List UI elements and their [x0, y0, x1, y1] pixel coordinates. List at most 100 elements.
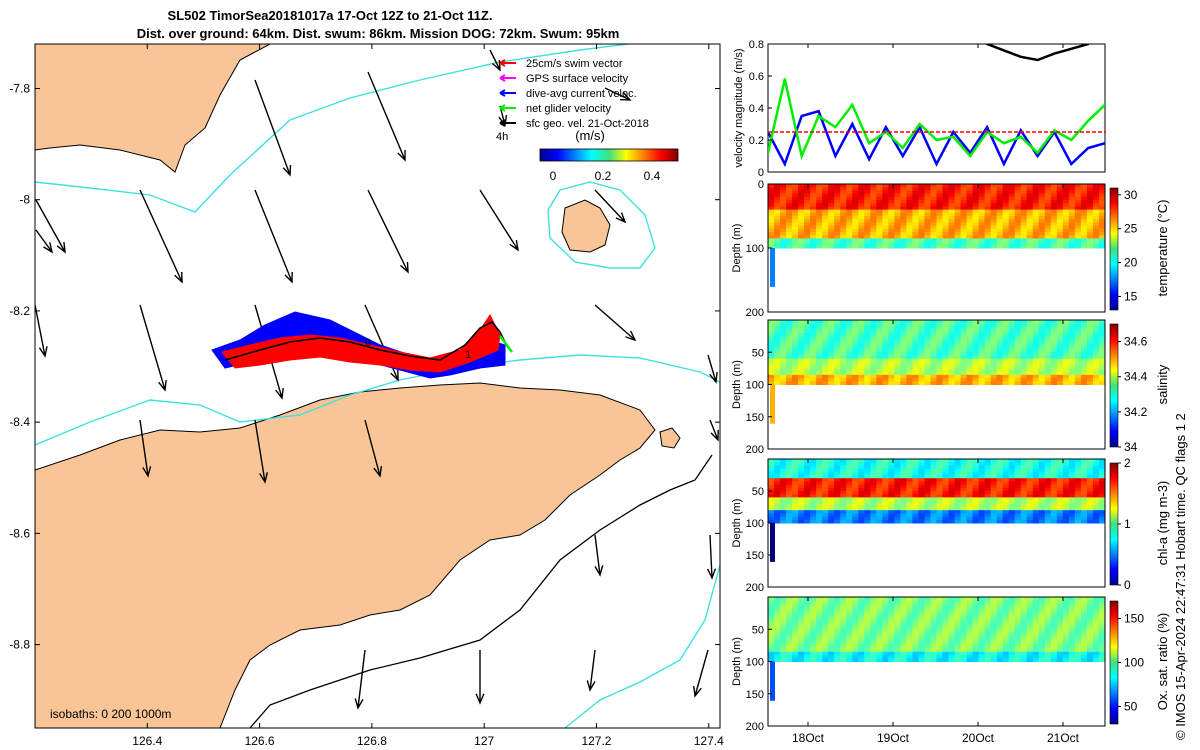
section-cell — [906, 228, 913, 233]
section-cell — [906, 638, 913, 643]
section-cell — [1086, 206, 1094, 211]
section-cell — [1056, 510, 1064, 514]
section-cell — [930, 368, 937, 373]
section-cell — [1086, 632, 1094, 637]
section-cell — [1038, 597, 1046, 601]
section-cell — [1032, 342, 1040, 347]
section-cell — [1020, 658, 1028, 662]
section-cell — [1086, 381, 1094, 385]
section-cell — [942, 497, 950, 502]
section-cell — [798, 206, 805, 211]
section-cell — [1044, 606, 1052, 611]
section-cell — [1062, 238, 1070, 243]
section-cell — [960, 513, 968, 518]
section-cell — [966, 616, 974, 621]
section-cell — [864, 487, 871, 492]
section-cell — [1068, 225, 1076, 230]
section-cell — [1068, 235, 1076, 239]
section-cell — [1098, 228, 1106, 233]
section-cell — [786, 613, 793, 617]
section-cell — [954, 632, 962, 637]
section-cell — [792, 658, 799, 662]
section-cell — [936, 497, 944, 502]
section-cell — [804, 339, 811, 344]
section-cell — [810, 603, 817, 608]
section-cell — [996, 374, 1004, 379]
section-cell — [1098, 500, 1106, 505]
section-cell — [876, 187, 883, 191]
section-cell — [1008, 336, 1016, 340]
section-cell — [1098, 465, 1106, 470]
section-cell — [1038, 232, 1046, 236]
section-cell — [954, 481, 962, 486]
section-cell — [1020, 184, 1028, 188]
section-cell — [960, 475, 968, 479]
section-cell — [1062, 187, 1070, 191]
section-cell — [1068, 626, 1076, 630]
section-cell — [798, 355, 805, 360]
section-cell — [1032, 339, 1040, 344]
section-cell — [900, 510, 907, 514]
section-cell — [1050, 209, 1058, 214]
section-cell — [1056, 345, 1064, 350]
section-cell — [1092, 371, 1100, 376]
section-cell — [870, 329, 877, 334]
section-cell — [1080, 203, 1088, 207]
section-cell — [786, 632, 793, 637]
section-cell — [1008, 500, 1016, 505]
section-cell — [948, 196, 956, 201]
section-cell — [792, 513, 799, 518]
section-cell — [816, 638, 823, 643]
section-cell — [1014, 597, 1022, 601]
section-cell — [942, 339, 950, 344]
section-cell — [1068, 222, 1076, 227]
section-cell — [852, 516, 859, 521]
section-cell — [906, 345, 913, 350]
section-cell — [1026, 355, 1034, 360]
section-cell — [798, 225, 805, 230]
section-cell — [1026, 241, 1034, 246]
section-cell — [1050, 219, 1058, 223]
section-cell — [858, 468, 865, 473]
section-cell — [846, 519, 853, 524]
section-cell — [924, 228, 931, 233]
section-cell — [864, 597, 871, 601]
section-cell — [1020, 622, 1028, 627]
section-cell — [954, 491, 962, 495]
section-cell — [1092, 491, 1100, 495]
section-cell — [792, 232, 799, 236]
section-cell — [918, 228, 925, 233]
section-cell — [1026, 629, 1034, 633]
section-cell — [954, 241, 962, 246]
section-cell — [810, 494, 817, 498]
section-cell — [768, 603, 775, 608]
section-cell — [1044, 378, 1052, 382]
section-cell — [1008, 478, 1016, 482]
section-cell — [1086, 465, 1094, 470]
section-cell — [906, 219, 913, 223]
section-cell — [1068, 361, 1076, 366]
section-cell — [846, 613, 853, 617]
section-cell — [882, 336, 889, 340]
section-cell — [966, 497, 974, 502]
section-cell — [1020, 462, 1028, 466]
section-cell — [1008, 638, 1016, 643]
section-cell — [798, 228, 805, 233]
section-cell — [1062, 629, 1070, 633]
section-cell — [1044, 516, 1052, 521]
section-cell — [864, 484, 871, 489]
section-cell — [1002, 519, 1010, 524]
section-cell — [1074, 329, 1082, 334]
section-cell — [870, 478, 877, 482]
section-cell — [1086, 645, 1094, 650]
section-cell — [948, 491, 956, 495]
section-cell — [1068, 206, 1076, 211]
section-cell — [828, 609, 835, 614]
section-cell — [918, 648, 925, 653]
section-cell — [834, 339, 841, 344]
section-cell — [786, 200, 793, 204]
section-cell — [984, 365, 992, 369]
section-cell — [1008, 323, 1016, 327]
section-cell — [786, 219, 793, 223]
